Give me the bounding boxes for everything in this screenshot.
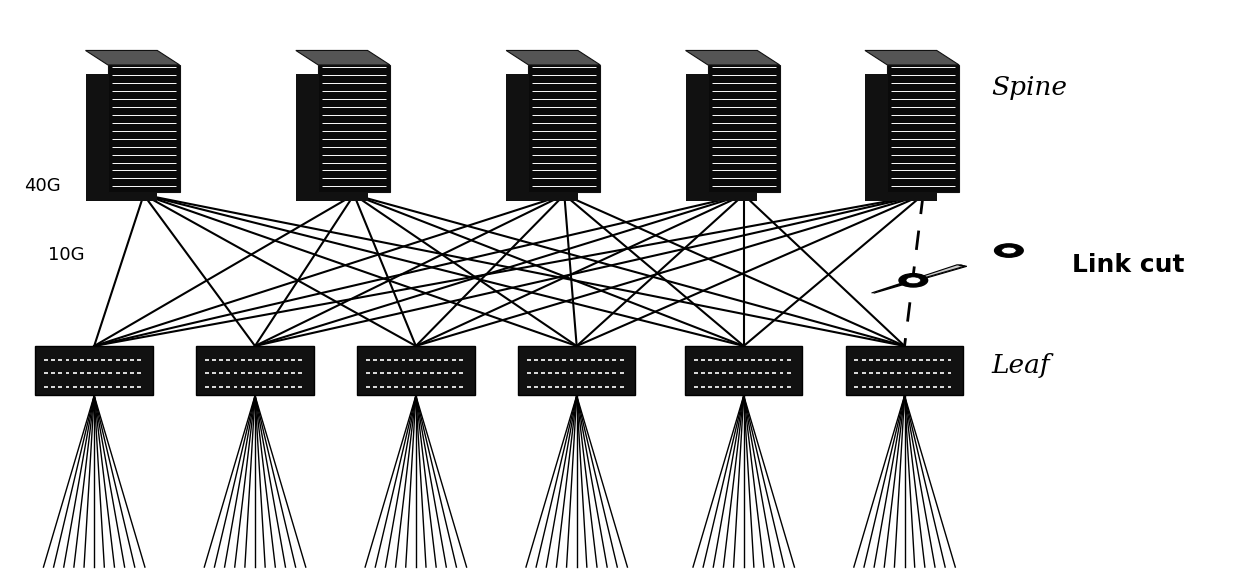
Polygon shape [528,65,600,192]
Polygon shape [506,50,600,65]
Circle shape [994,244,1023,257]
Polygon shape [888,65,959,192]
Polygon shape [872,265,965,293]
Polygon shape [196,346,314,396]
Polygon shape [686,74,758,201]
Circle shape [906,277,920,284]
Polygon shape [708,65,780,192]
Text: Link cut: Link cut [1071,253,1184,277]
Polygon shape [866,74,936,201]
Polygon shape [86,74,157,201]
Polygon shape [108,65,180,192]
Text: Leaf: Leaf [991,353,1050,378]
Polygon shape [319,65,389,192]
Polygon shape [36,346,153,396]
Text: Spine: Spine [991,75,1068,100]
Text: 10G: 10G [48,246,84,264]
Polygon shape [684,346,802,396]
Polygon shape [506,74,578,201]
Text: 40G: 40G [24,177,61,195]
Circle shape [899,274,928,287]
Polygon shape [296,50,389,65]
Polygon shape [86,50,180,65]
Polygon shape [296,74,367,201]
Circle shape [959,264,963,266]
Circle shape [1002,247,1017,254]
Polygon shape [873,265,967,293]
Polygon shape [518,346,635,396]
Polygon shape [866,50,959,65]
Polygon shape [686,50,780,65]
Polygon shape [846,346,963,396]
Polygon shape [357,346,475,396]
